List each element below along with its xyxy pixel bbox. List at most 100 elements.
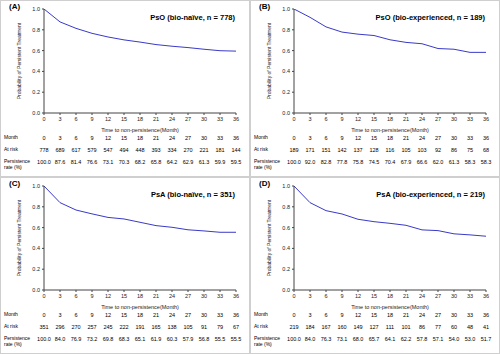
svg-text:Probability of Persistent Trea: Probability of Persistent Treatment — [266, 199, 272, 276]
svg-text:0: 0 — [292, 116, 295, 122]
svg-text:30: 30 — [451, 116, 457, 122]
svg-text:12: 12 — [105, 293, 111, 299]
html-text:(C): (C) — [9, 179, 21, 188]
svg-text:18: 18 — [387, 116, 393, 122]
svg-text:Probability of Persistent Trea: Probability of Persistent Treatment — [16, 22, 22, 99]
svg-text:21: 21 — [403, 116, 409, 122]
svg-text:9: 9 — [90, 293, 93, 299]
svg-text:0: 0 — [42, 293, 45, 299]
svg-text:0.2: 0.2 — [32, 89, 40, 95]
svg-text:1.0: 1.0 — [282, 6, 290, 12]
svg-text:30: 30 — [201, 116, 207, 122]
svg-text:0.6: 0.6 — [32, 225, 40, 231]
svg-text:6: 6 — [74, 293, 77, 299]
html-text:(B): (B) — [259, 2, 271, 11]
html-text:(A): (A) — [9, 2, 21, 11]
html-text:15: 15 — [120, 135, 128, 141]
svg-text:0.0: 0.0 — [32, 287, 40, 293]
svg-text:0.6: 0.6 — [282, 225, 290, 231]
svg-text:18: 18 — [387, 293, 393, 299]
svg-text:0.4: 0.4 — [32, 245, 40, 251]
svg-text:3: 3 — [58, 293, 61, 299]
svg-text:15: 15 — [371, 116, 377, 122]
svg-text:15: 15 — [371, 293, 377, 299]
svg-text:30: 30 — [451, 293, 457, 299]
svg-text:0.4: 0.4 — [282, 68, 290, 74]
html-text:PsA (bio-naïve, n = 351): PsA (bio-naïve, n = 351) — [150, 190, 235, 199]
svg-text:0.8: 0.8 — [282, 27, 290, 33]
svg-text:36: 36 — [483, 116, 489, 122]
svg-text:36: 36 — [233, 293, 239, 299]
html-text:Month: Month — [4, 134, 18, 140]
svg-text:0.4: 0.4 — [282, 245, 290, 251]
svg-text:Time to non-persistence(Month): Time to non-persistence(Month) — [101, 304, 179, 310]
svg-text:6: 6 — [324, 293, 327, 299]
svg-text:3: 3 — [308, 116, 311, 122]
svg-text:0.8: 0.8 — [32, 204, 40, 210]
svg-text:0.6: 0.6 — [32, 48, 40, 54]
svg-text:9: 9 — [90, 116, 93, 122]
svg-text:18: 18 — [137, 293, 143, 299]
svg-text:0.2: 0.2 — [32, 266, 40, 272]
html-text:Persistence rate (%): Persistence rate (%) — [4, 335, 31, 347]
svg-text:27: 27 — [435, 293, 441, 299]
svg-text:33: 33 — [217, 116, 223, 122]
svg-text:1.0: 1.0 — [32, 6, 40, 12]
html-text:Persistence rate (%): Persistence rate (%) — [254, 335, 281, 347]
html-text:Persistence rate (%): Persistence rate (%) — [254, 158, 281, 170]
svg-text:0.0: 0.0 — [282, 110, 290, 116]
svg-text:3: 3 — [58, 116, 61, 122]
svg-text:1.0: 1.0 — [32, 183, 40, 189]
svg-text:33: 33 — [217, 293, 223, 299]
html-text:PsO (bio-naïve, n = 778): PsO (bio-naïve, n = 778) — [150, 13, 235, 22]
svg-text:Time to non-persistence(Month): Time to non-persistence(Month) — [351, 127, 429, 133]
svg-text:24: 24 — [169, 116, 175, 122]
svg-text:0.0: 0.0 — [282, 287, 290, 293]
html-text:(D): (D) — [259, 179, 271, 188]
svg-text:0.2: 0.2 — [282, 266, 290, 272]
svg-text:1.0: 1.0 — [282, 183, 290, 189]
svg-text:9: 9 — [340, 293, 343, 299]
svg-text:0.6: 0.6 — [282, 48, 290, 54]
svg-text:6: 6 — [324, 116, 327, 122]
svg-text:6: 6 — [74, 116, 77, 122]
svg-text:12: 12 — [105, 116, 111, 122]
svg-text:Probability of Persistent Trea: Probability of Persistent Treatment — [266, 22, 272, 99]
html-text:12: 12 — [104, 135, 112, 141]
svg-text:21: 21 — [153, 116, 159, 122]
svg-text:36: 36 — [483, 293, 489, 299]
svg-text:0: 0 — [292, 293, 295, 299]
svg-text:24: 24 — [169, 293, 175, 299]
svg-text:0.8: 0.8 — [32, 27, 40, 33]
html-text:PsA (bio-experienced, n = 219): PsA (bio-experienced, n = 219) — [376, 190, 485, 199]
svg-text:21: 21 — [153, 293, 159, 299]
svg-text:24: 24 — [419, 293, 425, 299]
html-text:Persistence rate (%): Persistence rate (%) — [4, 158, 31, 170]
svg-text:0: 0 — [42, 116, 45, 122]
svg-text:27: 27 — [435, 116, 441, 122]
svg-text:36: 36 — [233, 116, 239, 122]
svg-text:0.0: 0.0 — [32, 110, 40, 116]
svg-text:0.2: 0.2 — [282, 89, 290, 95]
svg-text:0.4: 0.4 — [32, 68, 40, 74]
html-text:18: 18 — [136, 135, 144, 141]
html-text:PsO (bio-experienced, n = 189): PsO (bio-experienced, n = 189) — [375, 13, 485, 22]
svg-text:18: 18 — [137, 116, 143, 122]
svg-text:21: 21 — [403, 293, 409, 299]
svg-text:Probability of Persistent Trea: Probability of Persistent Treatment — [16, 199, 22, 276]
svg-text:0.8: 0.8 — [282, 204, 290, 210]
svg-text:Time to non-persistence(Month): Time to non-persistence(Month) — [351, 304, 429, 310]
svg-text:33: 33 — [467, 116, 473, 122]
svg-text:24: 24 — [419, 116, 425, 122]
svg-text:3: 3 — [308, 293, 311, 299]
svg-text:12: 12 — [355, 293, 361, 299]
svg-text:Time to non-persistence(Month): Time to non-persistence(Month) — [101, 127, 179, 133]
svg-text:30: 30 — [201, 293, 207, 299]
svg-text:9: 9 — [340, 116, 343, 122]
svg-text:27: 27 — [185, 293, 191, 299]
svg-text:12: 12 — [355, 116, 361, 122]
svg-text:33: 33 — [467, 293, 473, 299]
svg-text:15: 15 — [121, 293, 127, 299]
svg-text:27: 27 — [185, 116, 191, 122]
svg-text:15: 15 — [121, 116, 127, 122]
